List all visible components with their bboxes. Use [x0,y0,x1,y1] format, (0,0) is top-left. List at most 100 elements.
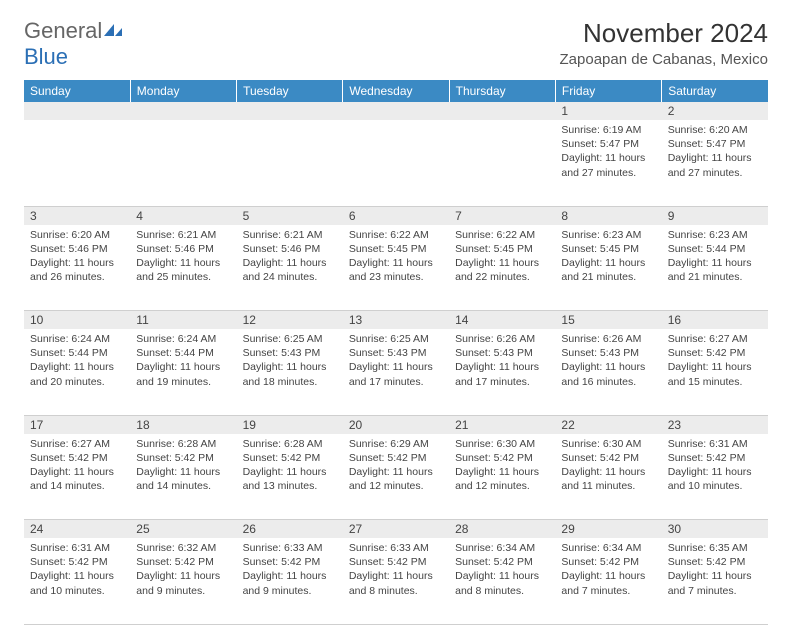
day2-line: and 12 minutes. [349,479,443,493]
calendar-table: Sunday Monday Tuesday Wednesday Thursday… [24,80,768,625]
weekday-header: Friday [555,80,661,102]
day1-line: Daylight: 11 hours [136,465,230,479]
day2-line: and 22 minutes. [455,270,549,284]
day-details: Sunrise: 6:24 AMSunset: 5:44 PMDaylight:… [130,329,236,393]
sunset-line: Sunset: 5:47 PM [561,137,655,151]
sunrise-line: Sunrise: 6:26 AM [455,332,549,346]
day2-line: and 9 minutes. [243,584,337,598]
week-row: Sunrise: 6:20 AM Sunset: 5:46 PM Daylight:… [24,225,768,311]
sunset-line: Sunset: 5:42 PM [136,555,230,569]
sunset-line: Sunset: 5:44 PM [30,346,124,360]
sunrise-line: Sunrise: 6:23 AM [561,228,655,242]
day-details: Sunrise: 6:34 AMSunset: 5:42 PMDaylight:… [449,538,555,602]
day-details: Sunrise: 6:33 AMSunset: 5:42 PMDaylight:… [237,538,343,602]
day-cell: Sunrise: 6:21 AMSunset: 5:46 PMDaylight:… [237,225,343,311]
day-number-cell [343,102,449,120]
day-number-cell: 7 [449,206,555,225]
day-cell: Sunrise: 6:26 AMSunset: 5:43 PMDaylight:… [555,329,661,415]
day2-line: and 10 minutes. [30,584,124,598]
day2-line: and 17 minutes. [455,375,549,389]
sunrise-line: Sunrise: 6:35 AM [668,541,762,555]
day1-line: Daylight: 11 hours [349,569,443,583]
sunset-line: Sunset: 5:45 PM [455,242,549,256]
sunrise-line: Sunrise: 6:24 AM [30,332,124,346]
sunset-line: Sunset: 5:43 PM [561,346,655,360]
day2-line: and 11 minutes. [561,479,655,493]
day-number-cell: 29 [555,520,661,539]
day-cell [130,120,236,206]
day-number-cell: 6 [343,206,449,225]
day-details: Sunrise: 6:20 AMSunset: 5:47 PMDaylight:… [662,120,768,184]
day-number-cell: 8 [555,206,661,225]
sunrise-line: Sunrise: 6:33 AM [243,541,337,555]
day2-line: and 27 minutes. [561,166,655,180]
day1-line: Daylight: 11 hours [30,465,124,479]
day-details: Sunrise: 6:33 AMSunset: 5:42 PMDaylight:… [343,538,449,602]
day-cell: Sunrise: 6:30 AMSunset: 5:42 PMDaylight:… [555,434,661,520]
day-number-cell: 19 [237,415,343,434]
sunrise-line: Sunrise: 6:30 AM [455,437,549,451]
day2-line: and 7 minutes. [561,584,655,598]
day-details: Sunrise: 6:21 AMSunset: 5:46 PMDaylight:… [130,225,236,289]
sunrise-line: Sunrise: 6:29 AM [349,437,443,451]
day2-line: and 27 minutes. [668,166,762,180]
day-details: Sunrise: 6:22 AMSunset: 5:45 PMDaylight:… [449,225,555,289]
sunset-line: Sunset: 5:42 PM [668,451,762,465]
day1-line: Daylight: 11 hours [349,256,443,270]
day-details: Sunrise: 6:28 AMSunset: 5:42 PMDaylight:… [130,434,236,498]
day-number-cell: 1 [555,102,661,120]
sunset-line: Sunset: 5:42 PM [136,451,230,465]
day-cell: Sunrise: 6:23 AMSunset: 5:44 PMDaylight:… [662,225,768,311]
day-details: Sunrise: 6:28 AMSunset: 5:42 PMDaylight:… [237,434,343,498]
day-number-cell: 4 [130,206,236,225]
day1-line: Daylight: 11 hours [136,360,230,374]
day-number-row: 17181920212223 [24,415,768,434]
day1-line: Daylight: 11 hours [668,360,762,374]
day1-line: Daylight: 11 hours [455,569,549,583]
day-number-cell: 26 [237,520,343,539]
day1-line: Daylight: 11 hours [136,256,230,270]
location-subtitle: Zapoapan de Cabanas, Mexico [560,51,768,68]
sunset-line: Sunset: 5:42 PM [561,555,655,569]
week-row: Sunrise: 6:24 AMSunset: 5:44 PMDaylight:… [24,329,768,415]
day-number-cell: 18 [130,415,236,434]
day2-line: and 14 minutes. [136,479,230,493]
sunrise-line: Sunrise: 6:22 AM [349,228,443,242]
week-row: Sunrise: 6:27 AMSunset: 5:42 PMDaylight:… [24,434,768,520]
day-cell: Sunrise: 6:22 AMSunset: 5:45 PMDaylight:… [449,225,555,311]
sunrise-line: Sunrise: 6:26 AM [561,332,655,346]
week-row: Sunrise: 6:19 AMSunset: 5:47 PMDaylight:… [24,120,768,206]
sunset-line: Sunset: 5:46 PM [243,242,337,256]
sunset-line: Sunset: 5:42 PM [668,346,762,360]
day-details: Sunrise: 6:20 AMSunset: 5:46 PMDaylight:… [24,225,130,289]
day-number-cell: 21 [449,415,555,434]
sunrise-line: Sunrise: 6:28 AM [243,437,337,451]
day-details: Sunrise: 6:25 AMSunset: 5:43 PMDaylight:… [237,329,343,393]
day-details: Sunrise: 6:23 AMSunset: 5:45 PMDaylight:… [555,225,661,289]
weekday-header: Sunday [24,80,130,102]
day2-line: and 14 minutes. [30,479,124,493]
week-row: Sunrise: 6:31 AMSunset: 5:42 PMDaylight:… [24,538,768,624]
day-cell: Sunrise: 6:25 AMSunset: 5:43 PMDaylight:… [343,329,449,415]
day-cell: Sunrise: 6:23 AMSunset: 5:45 PMDaylight:… [555,225,661,311]
sunrise-line: Sunrise: 6:30 AM [561,437,655,451]
day-number-cell: 24 [24,520,130,539]
day-number-row: 3456789 [24,206,768,225]
sunrise-line: Sunrise: 6:20 AM [30,228,124,242]
day2-line: and 15 minutes. [668,375,762,389]
sunrise-line: Sunrise: 6:27 AM [30,437,124,451]
sunrise-line: Sunrise: 6:25 AM [349,332,443,346]
day-cell [24,120,130,206]
day-cell: Sunrise: 6:19 AMSunset: 5:47 PMDaylight:… [555,120,661,206]
day2-line: and 12 minutes. [455,479,549,493]
sunset-line: Sunset: 5:42 PM [30,451,124,465]
day-details: Sunrise: 6:23 AMSunset: 5:44 PMDaylight:… [662,225,768,289]
day1-line: Daylight: 11 hours [561,256,655,270]
weekday-header: Monday [130,80,236,102]
day-number-cell [449,102,555,120]
day-number-cell: 30 [662,520,768,539]
day-details: Sunrise: 6:22 AMSunset: 5:45 PMDaylight:… [343,225,449,289]
day-cell: Sunrise: 6:33 AMSunset: 5:42 PMDaylight:… [237,538,343,624]
day1-line: Daylight: 11 hours [30,360,124,374]
day-cell: Sunrise: 6:34 AMSunset: 5:42 PMDaylight:… [555,538,661,624]
